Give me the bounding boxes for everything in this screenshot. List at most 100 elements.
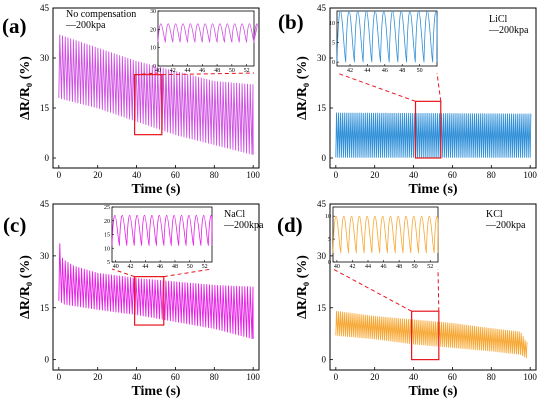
legend-title: NaCl <box>224 209 245 220</box>
y-tick-label: 0 <box>322 153 327 163</box>
panel-label: (a) <box>2 14 27 38</box>
y-tick-label: 15 <box>317 303 327 313</box>
legend-title: LiCl <box>489 14 508 25</box>
inset-series-line <box>332 215 439 254</box>
y-axis-label: ΔR/R₀ (%) <box>18 56 33 120</box>
inset-y-tick-label: 25 <box>104 205 110 211</box>
inset: 40 42 44 46 48 50 52 5 10 15 20 25 <box>104 205 213 270</box>
zoom-connector-left <box>111 268 135 278</box>
inset-y-tick-label: 10 <box>104 246 110 252</box>
inset-x-tick-label: 44 <box>185 68 191 74</box>
x-tick-label: 100 <box>523 372 537 382</box>
x-tick-label: 60 <box>448 372 458 382</box>
inset-x-tick-label: 46 <box>381 264 387 270</box>
y-tick-label: 30 <box>317 53 327 63</box>
x-tick-label: 80 <box>487 372 497 382</box>
inset: 42 44 46 48 50 0 5 10 <box>329 10 438 74</box>
zoom-connector-left <box>336 72 416 102</box>
inset-x-tick-label: 52 <box>244 68 250 74</box>
inset-x-tick-label: 50 <box>229 68 235 74</box>
x-tick-label: 80 <box>487 170 497 180</box>
x-tick-label: 80 <box>210 372 220 382</box>
y-tick-label: 0 <box>45 153 50 163</box>
y-tick-label: 30 <box>317 251 327 261</box>
x-tick-label: 100 <box>246 372 260 382</box>
x-tick-label: 60 <box>171 372 181 382</box>
x-tick-label: 40 <box>132 372 142 382</box>
x-tick-label: 20 <box>370 372 380 382</box>
inset-x-tick-label: 46 <box>199 68 205 74</box>
x-tick-label: 0 <box>334 372 339 382</box>
y-tick-label: 0 <box>322 355 327 365</box>
zoom-box <box>134 74 163 136</box>
legend-entry: —200kpa <box>65 20 106 31</box>
inset: 40 42 44 46 48 50 52 0 5 10 <box>325 206 439 270</box>
y-tick-label: 30 <box>40 53 50 63</box>
legend-title: No compensation <box>66 9 136 20</box>
x-axis-label: Time (s) <box>408 384 457 399</box>
panel-c: 0 20 40 60 80 100 0 15 30 45 Time (s) ΔR/R₀ (%) (c) N… <box>3 199 264 399</box>
x-axis-label: Time (s) <box>408 182 457 197</box>
inset-x-tick-label: 48 <box>214 68 220 74</box>
panel-label: (c) <box>3 213 26 237</box>
inset-x-tick-label: 42 <box>349 264 355 270</box>
inset-x-tick-label: 40 <box>155 68 161 74</box>
y-tick-label: 45 <box>317 3 327 13</box>
inset-x-tick-label: 44 <box>142 264 148 270</box>
x-tick-label: 60 <box>171 170 181 180</box>
y-tick-label: 45 <box>40 199 50 209</box>
inset-y-tick-label: 0 <box>153 64 156 70</box>
x-tick-label: 20 <box>370 170 380 180</box>
zoom-connector-left <box>332 268 412 312</box>
y-axis-label: ΔR/R₀ (%) <box>295 56 310 120</box>
x-tick-label: 60 <box>448 170 458 180</box>
y-tick-label: 15 <box>40 303 50 313</box>
zoom-box <box>134 276 165 326</box>
data-series-line <box>335 112 532 158</box>
y-tick-label: 30 <box>40 251 50 261</box>
inset-y-tick-label: 5 <box>107 260 110 266</box>
inset: 40 42 44 46 48 50 52 0 10 20 30 <box>150 9 258 74</box>
x-tick-label: 20 <box>93 170 103 180</box>
y-tick-label: 15 <box>317 103 327 113</box>
inset-x-tick-label: 50 <box>187 264 193 270</box>
legend-entry: —200kpa <box>488 25 529 36</box>
inset-x-tick-label: 50 <box>417 68 423 74</box>
inset-x-tick-label: 42 <box>347 68 353 74</box>
inset-series-line <box>336 10 438 63</box>
x-tick-label: 40 <box>409 372 419 382</box>
plot-frame <box>329 203 537 371</box>
legend-entry: —200kpa <box>223 220 264 231</box>
y-tick-label: 45 <box>40 3 50 13</box>
x-tick-label: 0 <box>57 372 62 382</box>
inset-y-tick-label: 10 <box>329 21 335 27</box>
inset-series-line <box>111 214 213 246</box>
inset-x-tick-label: 52 <box>202 264 208 270</box>
inset-x-tick-label: 48 <box>396 264 402 270</box>
x-tick-label: 100 <box>246 170 260 180</box>
inset-y-tick-label: 0 <box>328 260 331 266</box>
inset-y-tick-label: 10 <box>325 214 331 220</box>
plot-frame <box>52 203 260 371</box>
inset-x-tick-label: 40 <box>113 264 119 270</box>
x-tick-label: 80 <box>210 170 220 180</box>
zoom-connector-left <box>134 72 159 76</box>
inset-x-tick-label: 44 <box>364 68 370 74</box>
y-tick-label: 15 <box>40 103 50 113</box>
x-axis-label: Time (s) <box>131 384 180 399</box>
x-tick-label: 100 <box>523 170 537 180</box>
data-series-line <box>335 310 528 359</box>
x-tick-label: 40 <box>132 170 142 180</box>
inset-x-tick-label: 52 <box>427 264 433 270</box>
data-series-line <box>58 243 254 340</box>
inset-x-tick-label: 48 <box>399 68 405 74</box>
y-axis-label: ΔR/R₀ (%) <box>18 255 33 319</box>
zoom-box <box>414 100 442 159</box>
inset-x-tick-label: 42 <box>170 68 176 74</box>
zoom-box <box>411 310 440 361</box>
y-tick-label: 45 <box>317 199 327 209</box>
inset-x-tick-label: 44 <box>365 264 371 270</box>
